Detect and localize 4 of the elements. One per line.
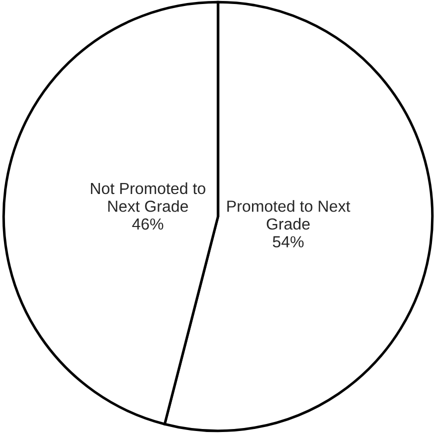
data-label: 54% xyxy=(272,236,304,248)
data-label: 46% xyxy=(132,218,164,230)
slice-label: Promoted to Next Grade xyxy=(227,200,350,230)
slice-label: Not Promoted to Next Grade xyxy=(90,182,206,212)
